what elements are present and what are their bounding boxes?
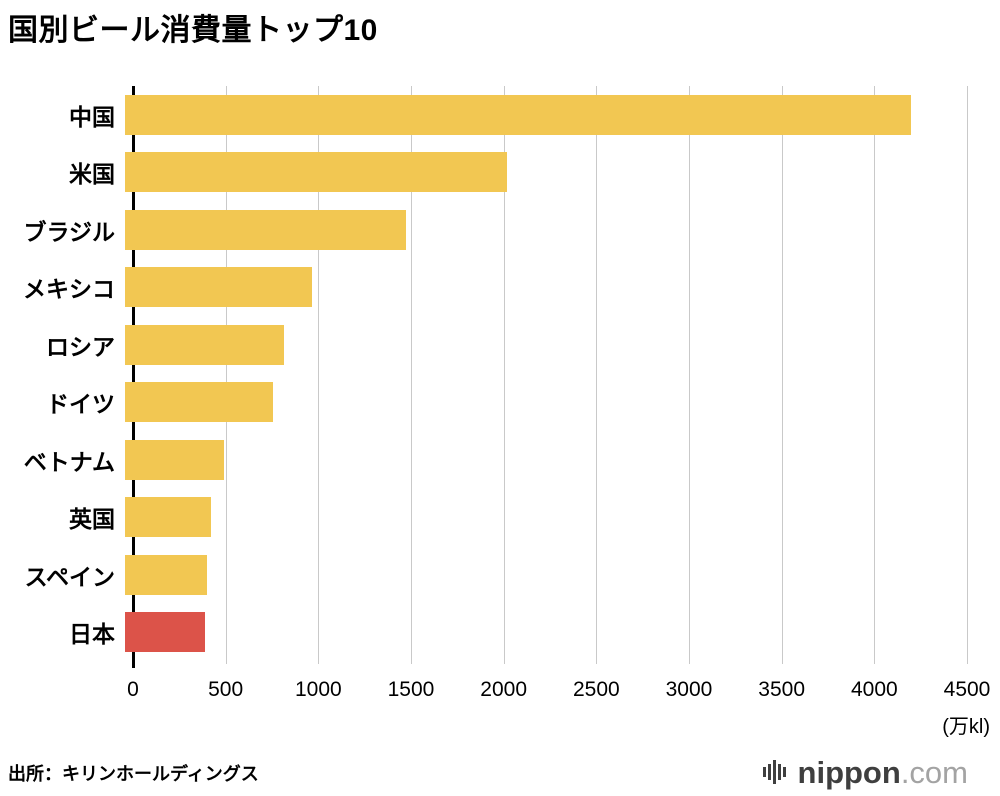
x-tick-label: 3500 bbox=[758, 678, 806, 701]
nippon-logo: nippon.com bbox=[762, 756, 968, 788]
bar-track bbox=[125, 209, 967, 250]
category-label: 日本 bbox=[69, 621, 115, 648]
chart-row: 英国 bbox=[0, 489, 1000, 547]
gridline bbox=[225, 86, 227, 664]
chart-row: ブラジル bbox=[0, 201, 1000, 259]
page-title: 国別ビール消費量トップ10 bbox=[8, 14, 378, 47]
gridline bbox=[874, 86, 876, 664]
category-label: スペイン bbox=[24, 563, 115, 590]
chart-row: 中国 bbox=[0, 86, 1000, 144]
bar-track bbox=[125, 94, 967, 135]
bar-3 bbox=[125, 267, 313, 308]
bar-track bbox=[125, 382, 967, 423]
gridline bbox=[688, 86, 690, 664]
gridline bbox=[410, 86, 412, 664]
bar-track bbox=[125, 267, 967, 308]
gridline bbox=[781, 86, 783, 664]
x-tick-label: 1000 bbox=[294, 678, 342, 701]
gridline bbox=[596, 86, 598, 664]
bar-track bbox=[125, 554, 967, 595]
gridlines bbox=[133, 86, 968, 664]
logo-text: nippon.com bbox=[798, 757, 968, 788]
x-tick-label: 500 bbox=[208, 678, 244, 701]
x-tick-label: 2000 bbox=[480, 678, 528, 701]
bar-8 bbox=[125, 554, 208, 595]
gridline bbox=[503, 86, 505, 664]
soundwave-icon bbox=[762, 756, 789, 788]
bar-0 bbox=[125, 94, 911, 135]
x-tick-label: 0 bbox=[127, 678, 139, 701]
bar-track bbox=[125, 152, 967, 193]
axis-unit-label: (万kl) bbox=[942, 716, 990, 738]
bar-2 bbox=[125, 209, 406, 250]
bar-track bbox=[125, 497, 967, 538]
y-axis-line bbox=[132, 86, 135, 668]
category-label: ドイツ bbox=[46, 391, 115, 418]
bar-4 bbox=[125, 324, 285, 365]
chart-row: ロシア bbox=[0, 316, 1000, 374]
category-label: ロシア bbox=[46, 333, 115, 360]
source-text: 出所：キリンホールディングス bbox=[8, 764, 259, 784]
bar-chart: 中国米国ブラジルメキシコロシアドイツベトナム英国スペイン日本 0 500 1000 1… bbox=[0, 86, 1000, 738]
x-tick-label: 3000 bbox=[665, 678, 713, 701]
logo-primary: nippon bbox=[797, 754, 901, 790]
bar-9 bbox=[125, 612, 206, 653]
x-tick-label: 4000 bbox=[850, 678, 898, 701]
bar-track bbox=[125, 612, 967, 653]
category-label: 英国 bbox=[69, 506, 115, 533]
chart-row: スペイン bbox=[0, 546, 1000, 604]
category-label: ベトナム bbox=[23, 448, 115, 475]
bar-1 bbox=[125, 152, 507, 193]
chart-row: ドイツ bbox=[0, 374, 1000, 432]
x-tick-label: 2500 bbox=[572, 678, 620, 701]
bar-7 bbox=[125, 497, 212, 538]
category-label: 中国 bbox=[69, 103, 115, 130]
gridline bbox=[318, 86, 320, 664]
chart-row: 日本 bbox=[0, 604, 1000, 662]
x-axis: 0 500 1000 1500 2000 2500 3000 3500 4000 4500 bbox=[127, 678, 990, 706]
chart-row: 米国 bbox=[0, 144, 1000, 202]
category-label: 米国 bbox=[69, 161, 115, 188]
bar-6 bbox=[125, 439, 225, 480]
chart-row: ベトナム bbox=[0, 431, 1000, 489]
category-label: ブラジル bbox=[23, 218, 115, 245]
bar-track bbox=[125, 439, 967, 480]
chart-row: メキシコ bbox=[0, 259, 1000, 317]
bar-5 bbox=[125, 382, 273, 423]
logo-suffix: .com bbox=[900, 754, 968, 790]
category-label: メキシコ bbox=[23, 276, 115, 303]
gridline bbox=[967, 86, 968, 664]
chart-rows: 中国米国ブラジルメキシコロシアドイツベトナム英国スペイン日本 bbox=[0, 86, 1000, 661]
x-tick-label: 1500 bbox=[387, 678, 435, 701]
bar-track bbox=[125, 324, 967, 365]
x-tick-label: 4500 bbox=[943, 678, 991, 701]
